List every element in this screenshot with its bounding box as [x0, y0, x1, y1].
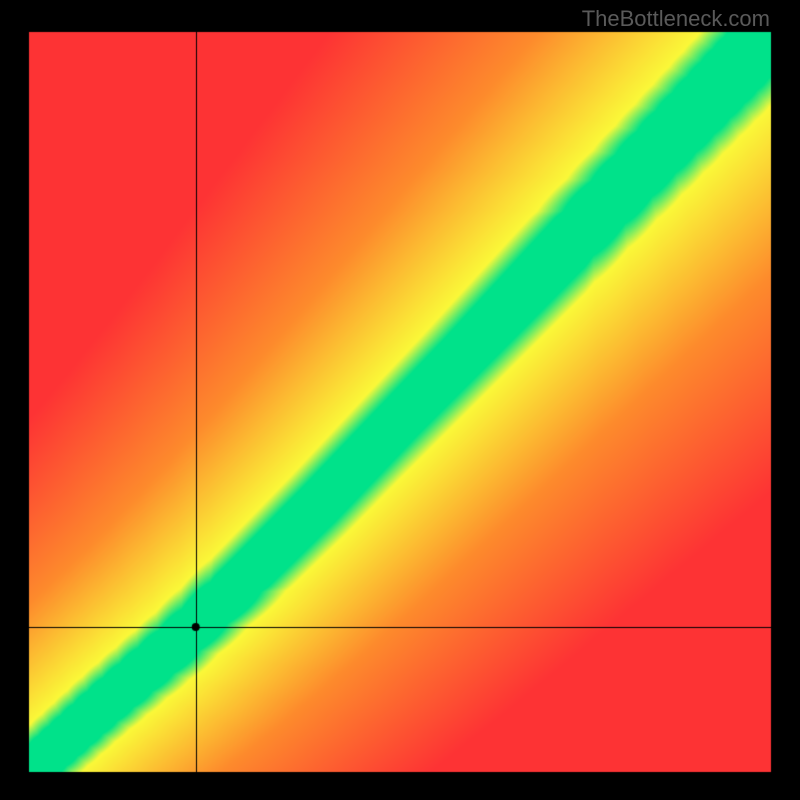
chart-container: TheBottleneck.com [0, 0, 800, 800]
attribution-watermark: TheBottleneck.com [582, 6, 770, 32]
bottleneck-heatmap [0, 0, 800, 800]
